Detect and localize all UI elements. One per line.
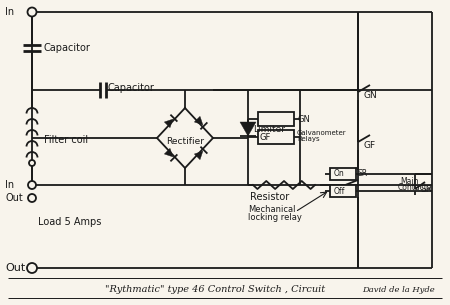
Circle shape bbox=[28, 194, 36, 202]
Text: SR: SR bbox=[358, 170, 368, 178]
Text: "Rythmatic" type 46 Control Switch , Circuit: "Rythmatic" type 46 Control Switch , Cir… bbox=[105, 285, 325, 295]
Polygon shape bbox=[194, 116, 203, 125]
Text: Relays: Relays bbox=[297, 136, 320, 142]
Circle shape bbox=[27, 8, 36, 16]
Polygon shape bbox=[164, 119, 173, 128]
Text: Contacts: Contacts bbox=[398, 184, 432, 192]
Bar bbox=[330, 168, 356, 180]
Polygon shape bbox=[164, 148, 173, 157]
Text: Galvanometer: Galvanometer bbox=[297, 130, 346, 136]
Text: SR: SR bbox=[420, 185, 432, 195]
Text: In: In bbox=[5, 7, 14, 17]
Text: Resistor: Resistor bbox=[250, 192, 290, 202]
Text: Out: Out bbox=[5, 263, 25, 273]
Circle shape bbox=[28, 181, 36, 189]
Text: In: In bbox=[5, 180, 14, 190]
Polygon shape bbox=[240, 122, 256, 136]
Text: On: On bbox=[334, 170, 345, 178]
Text: Main: Main bbox=[400, 178, 418, 186]
Text: Filter coil: Filter coil bbox=[44, 135, 88, 145]
Polygon shape bbox=[194, 151, 203, 160]
Bar bbox=[258, 112, 294, 126]
Text: locking relay: locking relay bbox=[248, 213, 302, 222]
Text: Capacitor: Capacitor bbox=[108, 83, 155, 93]
Bar bbox=[258, 130, 294, 144]
Text: Capacitor: Capacitor bbox=[44, 43, 91, 53]
Text: Rectifier: Rectifier bbox=[166, 137, 204, 145]
Text: GN: GN bbox=[297, 114, 310, 124]
Text: Off: Off bbox=[334, 186, 346, 196]
Text: GF: GF bbox=[260, 132, 271, 142]
Circle shape bbox=[27, 263, 37, 273]
Text: Load 5 Amps: Load 5 Amps bbox=[38, 217, 101, 227]
Circle shape bbox=[29, 160, 35, 166]
Text: Out: Out bbox=[5, 193, 23, 203]
Text: Limiter: Limiter bbox=[253, 125, 285, 135]
Text: GN: GN bbox=[363, 91, 377, 99]
Text: Mechanical: Mechanical bbox=[248, 205, 296, 214]
Text: GF: GF bbox=[363, 141, 375, 149]
Text: David de la Hyde: David de la Hyde bbox=[362, 286, 435, 294]
Bar bbox=[330, 185, 356, 197]
